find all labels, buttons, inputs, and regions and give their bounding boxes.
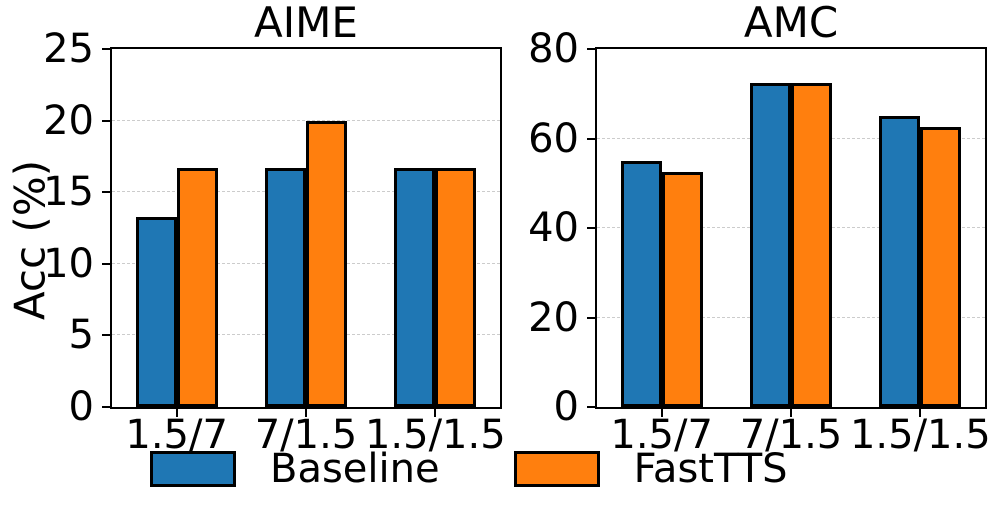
legend: Baseline FastTTS: [150, 446, 788, 492]
x-tick-mark: [790, 409, 792, 417]
y-tick-label: 0: [553, 384, 579, 430]
x-tick-mark: [305, 409, 307, 417]
bar-fasttts-1.5/7: [661, 172, 703, 407]
y-tick-label: 5: [68, 312, 94, 359]
chart-title-aime: AIME: [254, 0, 358, 47]
y-tick-mark: [102, 334, 110, 337]
bar-baseline-1.5/7: [135, 216, 177, 407]
y-tick-label: 40: [528, 205, 579, 251]
legend-swatch-baseline: [150, 451, 236, 487]
bar-fasttts-1.5/1.5: [435, 167, 477, 407]
x-tick-mark: [660, 409, 663, 417]
bar-baseline-7/1.5: [750, 82, 791, 407]
y-tick-mark: [587, 406, 595, 408]
y-tick-mark: [587, 137, 595, 140]
y-tick-mark: [102, 262, 110, 265]
legend-entry-baseline: Baseline: [150, 447, 440, 491]
y-tick-mark: [102, 48, 110, 50]
legend-label-fasttts: FastTTS: [633, 446, 788, 492]
plot-area-amc: 0 20 40 60 80 1.5/7 7/1.5 1.5/1.5: [528, 28, 991, 457]
x-tick-label: 1.5/1.5: [364, 412, 506, 458]
bar-baseline-1.5/1.5: [394, 167, 436, 407]
bar-baseline-1.5/7: [620, 160, 662, 407]
x-tick-label: 1.5/1.5: [849, 412, 991, 458]
x-tick-mark: [175, 409, 178, 417]
legend-entry-fasttts: FastTTS: [513, 446, 788, 492]
y-tick-label: 80: [528, 26, 579, 72]
legend-label-baseline: Baseline: [270, 446, 440, 492]
bar-baseline-7/1.5: [265, 167, 306, 407]
y-tick-label: 25: [43, 26, 94, 72]
x-tick-label: 7/1.5: [254, 412, 358, 458]
bar-fasttts-7/1.5: [306, 120, 347, 407]
y-tick-label: 0: [68, 384, 94, 430]
y-tick-label: 15: [43, 169, 94, 216]
x-tick-mark: [919, 409, 922, 417]
x-tick-label: 1.5/7: [610, 412, 713, 458]
x-tick-label: 7/1.5: [739, 412, 843, 458]
chart-title-amc: AMC: [743, 0, 839, 47]
x-tick-mark: [434, 409, 437, 417]
y-tick-mark: [587, 316, 595, 319]
bar-baseline-1.5/1.5: [879, 116, 921, 407]
y-tick-mark: [102, 406, 110, 408]
legend-swatch-fasttts: [513, 451, 600, 487]
y-tick-label: 60: [528, 115, 579, 162]
x-tick-label: 1.5/7: [125, 412, 228, 458]
bar-fasttts-1.5/1.5: [920, 127, 962, 407]
y-tick-mark: [102, 119, 110, 122]
y-tick-label: 10: [43, 240, 94, 287]
y-tick-mark: [102, 191, 110, 194]
bar-fasttts-7/1.5: [791, 82, 832, 407]
plot-area-aime: 0 5 10 15 20 25 1.5/7 7/1.5 1.5/1.5: [43, 28, 506, 457]
y-tick-label: 20: [43, 97, 94, 144]
bar-fasttts-1.5/7: [176, 167, 218, 407]
y-tick-label: 20: [528, 294, 579, 341]
gridline-y-20: [112, 119, 500, 121]
y-tick-mark: [587, 48, 595, 50]
y-tick-mark: [587, 227, 595, 229]
